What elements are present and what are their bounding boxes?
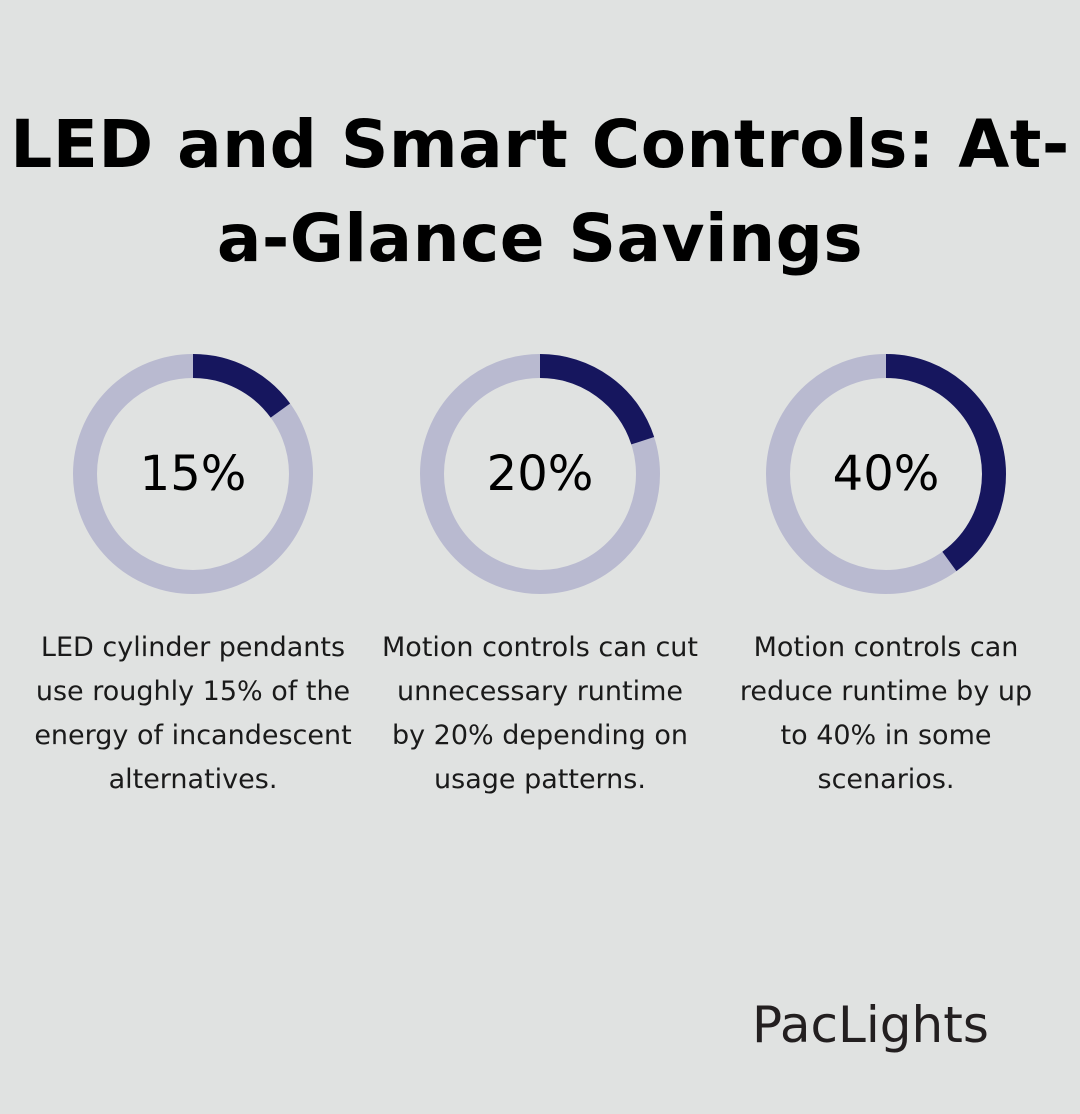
brand-logo: PacLights [752,996,989,1054]
title-line-1: LED and Smart Controls: At- [10,106,1070,183]
percent-value: 15% [139,446,247,502]
ring-graphic [766,354,1006,594]
description-2: Motion controls can cut unnecessary runt… [382,632,698,795]
description-1: LED cylinder pendants use roughly 15% of… [34,632,352,795]
donut-chart-3: 40% [764,352,1008,596]
description-3: Motion controls can reduce runtime by up… [739,632,1033,795]
title-line-2: a-Glance Savings [216,200,864,277]
ring-graphic [420,354,660,594]
donut-chart-2: 20% [418,352,662,596]
donut-chart-1: 15% [71,352,315,596]
percent-value: 20% [486,446,594,502]
page-title: LED and Smart Controls: At- a-Glance Sav… [0,98,1080,286]
ring-graphic [73,354,313,594]
percent-value: 40% [832,446,940,502]
